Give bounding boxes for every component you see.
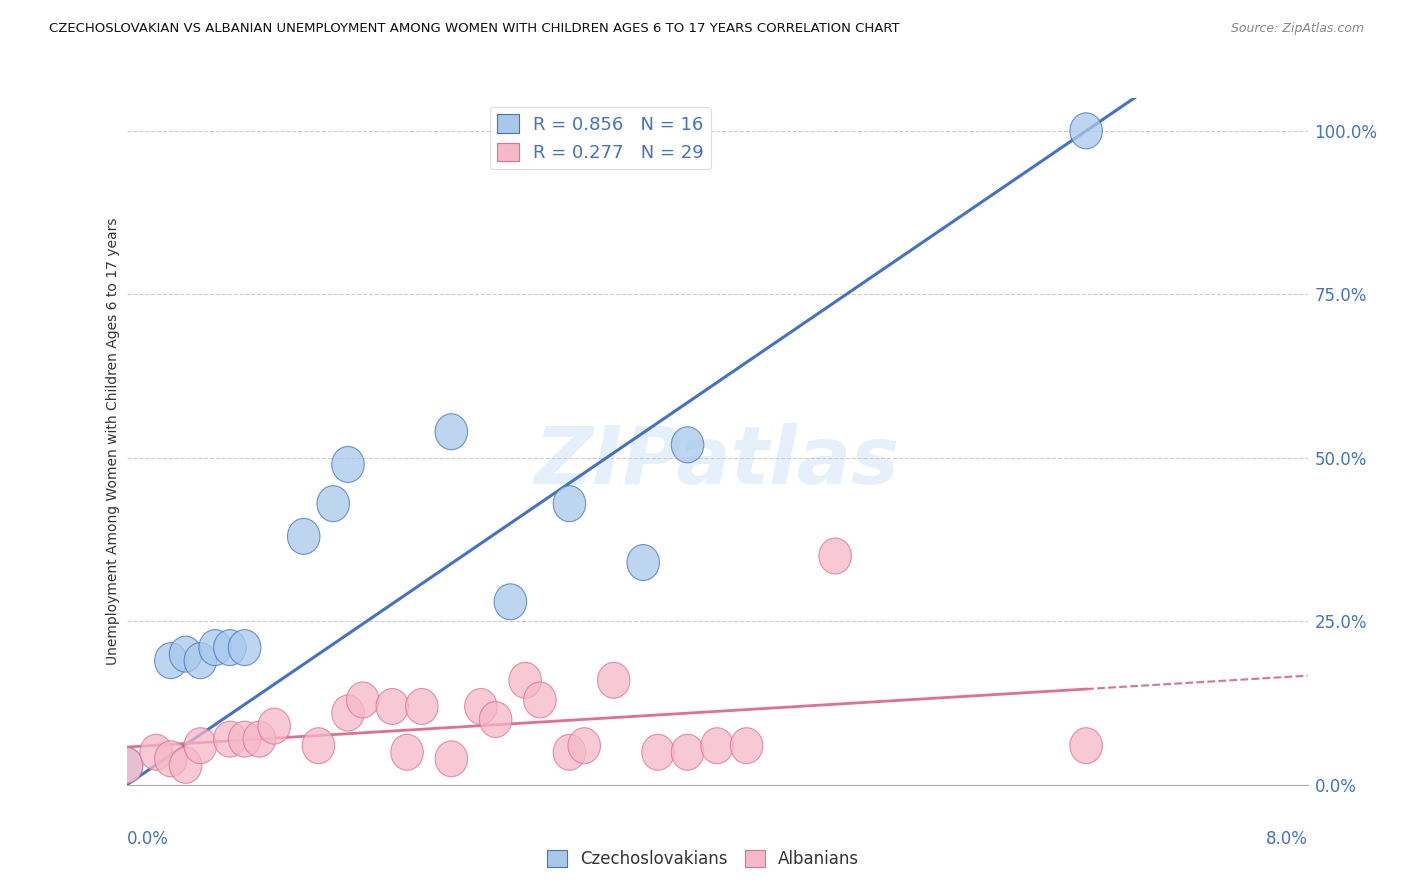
Ellipse shape (332, 446, 364, 483)
Text: 0.0%: 0.0% (127, 830, 169, 847)
Ellipse shape (214, 630, 246, 665)
Ellipse shape (302, 728, 335, 764)
Ellipse shape (243, 721, 276, 757)
Ellipse shape (553, 485, 586, 522)
Ellipse shape (479, 701, 512, 738)
Legend: Czechoslovakians, Albanians: Czechoslovakians, Albanians (540, 843, 866, 875)
Ellipse shape (598, 662, 630, 698)
Ellipse shape (509, 662, 541, 698)
Ellipse shape (818, 538, 852, 574)
Ellipse shape (169, 636, 202, 673)
Ellipse shape (257, 708, 291, 744)
Ellipse shape (730, 728, 763, 764)
Text: 8.0%: 8.0% (1265, 830, 1308, 847)
Ellipse shape (627, 544, 659, 581)
Ellipse shape (1070, 728, 1102, 764)
Ellipse shape (405, 689, 439, 724)
Ellipse shape (155, 642, 187, 679)
Ellipse shape (641, 734, 675, 770)
Ellipse shape (198, 630, 232, 665)
Ellipse shape (523, 681, 557, 718)
Ellipse shape (671, 426, 704, 463)
Ellipse shape (184, 728, 217, 764)
Ellipse shape (1070, 113, 1102, 149)
Ellipse shape (700, 728, 734, 764)
Text: Source: ZipAtlas.com: Source: ZipAtlas.com (1230, 22, 1364, 36)
Ellipse shape (568, 728, 600, 764)
Ellipse shape (332, 695, 364, 731)
Ellipse shape (671, 734, 704, 770)
Ellipse shape (391, 734, 423, 770)
Ellipse shape (184, 642, 217, 679)
Ellipse shape (316, 485, 350, 522)
Ellipse shape (375, 689, 409, 724)
Ellipse shape (139, 734, 173, 770)
Y-axis label: Unemployment Among Women with Children Ages 6 to 17 years: Unemployment Among Women with Children A… (105, 218, 120, 665)
Ellipse shape (553, 734, 586, 770)
Ellipse shape (494, 583, 527, 620)
Ellipse shape (228, 630, 262, 665)
Ellipse shape (214, 721, 246, 757)
Ellipse shape (110, 747, 143, 783)
Ellipse shape (169, 747, 202, 783)
Ellipse shape (287, 518, 321, 555)
Ellipse shape (464, 689, 498, 724)
Ellipse shape (155, 740, 187, 777)
Ellipse shape (228, 721, 262, 757)
Ellipse shape (346, 681, 380, 718)
Ellipse shape (434, 740, 468, 777)
Ellipse shape (434, 414, 468, 450)
Ellipse shape (110, 747, 143, 783)
Text: CZECHOSLOVAKIAN VS ALBANIAN UNEMPLOYMENT AMONG WOMEN WITH CHILDREN AGES 6 TO 17 : CZECHOSLOVAKIAN VS ALBANIAN UNEMPLOYMENT… (49, 22, 900, 36)
Text: ZIPatlas: ZIPatlas (534, 423, 900, 501)
Legend: R = 0.856   N = 16, R = 0.277   N = 29: R = 0.856 N = 16, R = 0.277 N = 29 (489, 107, 711, 169)
